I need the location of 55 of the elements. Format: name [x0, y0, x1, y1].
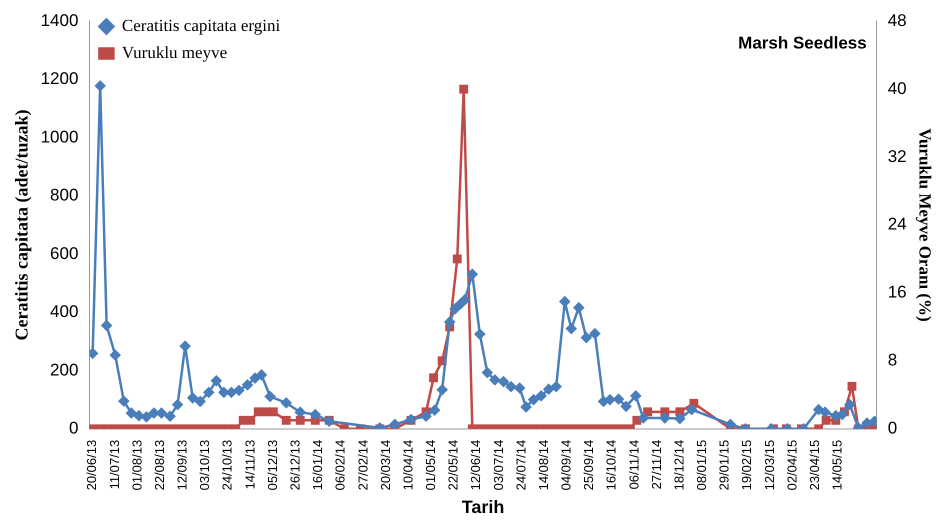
y-tick-label: 600	[50, 244, 78, 263]
text: Marsh Seedless	[738, 33, 867, 52]
y2-tick-label: 24	[888, 214, 907, 234]
x-tick-label: 06/11/14	[626, 440, 642, 490]
x-tick-label: 12/09/13	[174, 440, 190, 490]
x-tick-label: 03/07/14	[490, 440, 506, 490]
y2-tick-label: 0	[888, 418, 898, 438]
x-tick-label: 08/01/15	[694, 440, 710, 490]
x-tick-label: 12/03/15	[762, 440, 777, 490]
x-tick-label: 26/12/13	[287, 440, 302, 490]
y-tick-label: 800	[50, 186, 78, 205]
x-tick-label: 24/07/14	[513, 440, 528, 490]
y-tick-label: 400	[50, 302, 78, 322]
x-tick-label: 27/02/14	[355, 440, 370, 490]
x-tick-label: 16/01/14	[310, 440, 326, 490]
x-tick-label: 05/12/13	[264, 440, 280, 490]
x-tick-label: 27/11/14	[648, 440, 664, 490]
y-tick-label: 200	[50, 360, 78, 380]
x-tick-label: 22/08/13	[152, 440, 167, 490]
y-axis-title: Ceratitis capitata (adet/tuzak)	[11, 110, 32, 340]
x-tick-label: 03/10/13	[197, 440, 212, 490]
x-tick-label: 22/05/14	[446, 440, 461, 490]
x-tick-label: 16/10/14	[604, 440, 619, 490]
x-tick-label: 02/04/15	[784, 440, 800, 490]
y-tick-label: 1000	[40, 127, 78, 146]
x-tick-label: 19/02/15	[739, 440, 754, 490]
y2-tick-label: 48	[888, 10, 907, 30]
y-tick-label: 1400	[40, 10, 78, 30]
y2-axis-title: Vuruklu Meyve Oranı (%)	[915, 128, 934, 322]
x-tick-label: 18/12/14	[671, 440, 686, 490]
y2-tick-label: 40	[888, 78, 907, 98]
x-tick-label: 01/08/13	[129, 440, 144, 490]
x-tick-label: 14/11/13	[242, 440, 258, 490]
y2-tick-label: 16	[888, 282, 907, 302]
y2-tick-label: 8	[888, 350, 898, 370]
x-tick-label: 20/03/14	[378, 440, 393, 490]
x-tick-label: 29/01/15	[716, 440, 732, 490]
x-tick-label: 01/05/14	[423, 440, 438, 490]
y-tick-label: 1200	[40, 69, 78, 88]
x-tick-label: 04/09/14	[558, 440, 574, 490]
x-tick-label: 10/04/14	[400, 440, 416, 490]
x-axis-title: Tarih	[462, 497, 504, 518]
x-tick-label: 20/06/13	[84, 440, 100, 490]
x-tick-label: 14/05/15	[830, 440, 845, 490]
x-tick-label: 14/08/14	[536, 440, 551, 490]
x-tick-label: 12/06/14	[468, 440, 484, 490]
y2-tick-label: 32	[888, 146, 907, 166]
y-tick-label: 0	[68, 418, 78, 438]
x-tick-label: 25/09/14	[581, 440, 596, 490]
x-tick-label: 11/07/13	[106, 440, 122, 490]
x-tick-label: 23/04/15	[806, 440, 822, 490]
x-tick-label: 06/02/14	[332, 440, 348, 490]
x-tick-label: 24/10/13	[220, 440, 235, 490]
legend-label: Ceratitis capitata ergini	[122, 16, 280, 35]
legend-label: Vuruklu meyve	[122, 42, 228, 62]
